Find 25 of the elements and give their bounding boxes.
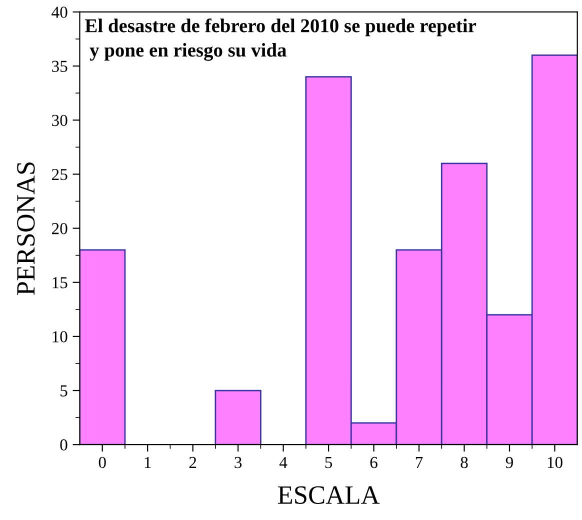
x-tick-label: 9: [506, 456, 513, 468]
x-tick-label: 5: [325, 457, 332, 468]
y-tick-label: 20: [52, 222, 68, 234]
y-tick-label: 5: [60, 385, 68, 396]
x-tick-label: 4: [279, 457, 288, 468]
x-tick-label: 8: [460, 456, 468, 468]
x-tick-label: 10: [548, 456, 562, 468]
x-tick-label: 3: [234, 456, 242, 468]
text: El desastre de febrero del 2010 se puede repetir y pone en riesgo su vida: [85, 18, 476, 61]
x-tick-label: 2: [189, 456, 196, 468]
x-axis-title: ESCALA: [278, 486, 380, 504]
y-tick-label: 25: [52, 168, 68, 180]
y-tick-label: 15: [52, 277, 68, 288]
bar: [214, 390, 262, 445]
y-tick-label: 30: [52, 114, 68, 126]
y-tick-label: 10: [52, 331, 68, 342]
y-tick-label: 35: [52, 60, 68, 72]
y-tick-label: 40: [52, 6, 68, 18]
y-tick-label: 0: [60, 439, 68, 451]
y-axis-title: PERSONAS: [17, 162, 35, 295]
x-tick-label: 0: [98, 456, 106, 468]
bar: [80, 249, 126, 445]
x-tick-label: 7: [416, 457, 423, 468]
x-tick-label: 6: [370, 456, 378, 468]
x-tick-label: 1: [144, 456, 151, 468]
